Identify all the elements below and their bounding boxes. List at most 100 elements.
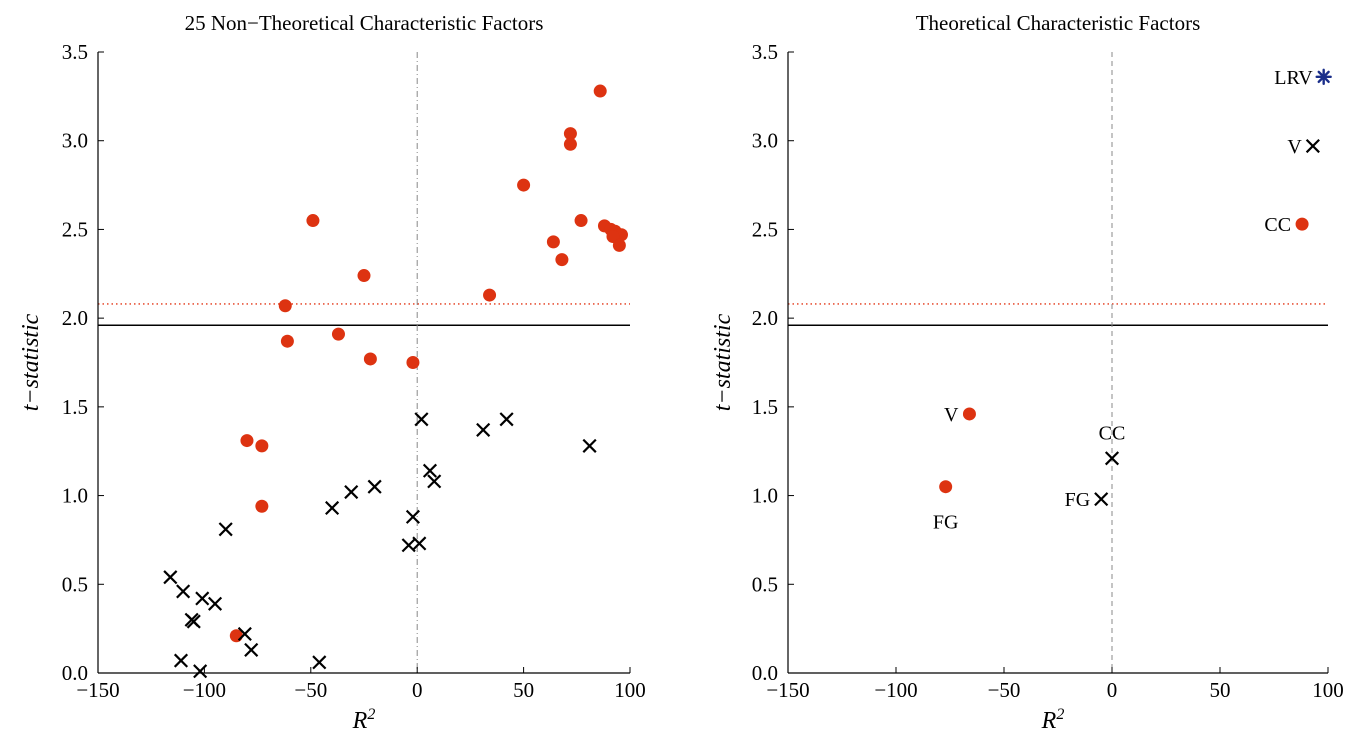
circle-point <box>280 334 294 348</box>
x-tick-label: −150 <box>76 678 119 702</box>
right-chart: Theoretical Characteristic Factors −150 −1… <box>710 11 1344 734</box>
cross-point <box>325 500 340 516</box>
cross-point <box>244 642 259 657</box>
cross-stroke <box>412 536 427 551</box>
cross-stroke <box>476 422 491 437</box>
cross-stroke <box>244 642 259 657</box>
circle-point <box>483 288 497 302</box>
circle-point <box>612 238 626 252</box>
cross-stroke <box>312 655 327 670</box>
x-tick-label: −100 <box>183 678 226 702</box>
point-label: V <box>944 404 959 426</box>
cross-stroke <box>1104 451 1120 466</box>
cross-point <box>186 614 201 629</box>
chart-title: 25 Non−Theoretical Characteristic Factor… <box>185 11 544 35</box>
y-tick-label: 0.5 <box>752 572 778 596</box>
x-axis-label-superscript: 2 <box>367 706 375 723</box>
x-tick-label: −50 <box>294 678 327 702</box>
cross-stroke <box>237 626 252 642</box>
cross-point <box>405 509 420 524</box>
cross-point <box>412 536 427 551</box>
cross-stroke <box>401 538 416 553</box>
y-tick-label: 0.5 <box>62 572 88 596</box>
point-label: LRV <box>1274 67 1313 89</box>
circle-point <box>357 269 371 283</box>
cross-point <box>195 591 210 606</box>
cross-stroke <box>1305 138 1320 154</box>
point-label: FG <box>933 512 959 534</box>
star-stroke <box>1317 70 1330 83</box>
circle-point <box>517 178 531 192</box>
cross-stroke <box>173 653 189 668</box>
cross-point <box>176 584 191 599</box>
star-point <box>1315 68 1332 86</box>
y-tick-label: 2.5 <box>752 217 778 241</box>
circle-point <box>278 299 292 313</box>
cross-point <box>499 412 514 427</box>
cross-stroke <box>427 474 442 489</box>
y-axis-label: t−statistic <box>18 313 44 411</box>
y-tick-label: 2.0 <box>752 306 778 330</box>
point-label: CC <box>1264 214 1291 236</box>
y-tick-label: 1.0 <box>752 484 778 508</box>
circle-point <box>240 434 254 448</box>
x-tick-label: 50 <box>1210 678 1231 702</box>
circle-point <box>939 480 953 494</box>
cross-point <box>582 438 597 453</box>
circle-point <box>306 214 320 228</box>
x-tick-label: 0 <box>412 678 423 702</box>
circle-point <box>255 439 269 453</box>
cross-point <box>312 655 327 670</box>
x-tick-label: −150 <box>766 678 809 702</box>
cross-stroke <box>186 614 201 629</box>
cross-point <box>207 596 223 611</box>
circle-point <box>255 499 269 513</box>
y-tick-label: 2.0 <box>62 306 88 330</box>
point-label: CC <box>1099 422 1126 444</box>
y-tick-label: 3.5 <box>62 40 88 64</box>
circle-point <box>546 235 560 249</box>
cross-point <box>367 479 382 494</box>
left-chart: 25 Non−Theoretical Characteristic Factor… <box>18 11 646 734</box>
point-label: V <box>1287 136 1302 158</box>
y-tick-label: 1.5 <box>752 395 778 419</box>
cross-point <box>193 664 208 679</box>
circle-point <box>574 214 588 228</box>
cross-point <box>1305 138 1320 154</box>
cross-stroke <box>163 570 178 585</box>
cross-point <box>344 484 359 500</box>
cross-stroke <box>193 664 208 679</box>
y-axis-label: t−statistic <box>710 313 736 411</box>
x-tick-label: 0 <box>1107 678 1118 702</box>
cross-stroke <box>344 484 359 500</box>
x-tick-label: −100 <box>874 678 917 702</box>
y-tick-label: 1.0 <box>62 484 88 508</box>
cross-stroke <box>499 412 514 427</box>
cross-point <box>476 422 491 437</box>
cross-stroke <box>195 591 210 606</box>
cross-point <box>427 474 442 489</box>
x-tick-label: 50 <box>513 678 534 702</box>
cross-stroke <box>422 463 438 478</box>
circle-point <box>363 352 377 366</box>
x-tick-label: 100 <box>1312 678 1344 702</box>
y-tick-label: 3.0 <box>62 129 88 153</box>
y-tick-label: 2.5 <box>62 217 88 241</box>
cross-point <box>414 412 429 427</box>
cross-point <box>1104 451 1120 466</box>
cross-point <box>163 570 178 585</box>
circle-point <box>406 356 420 369</box>
cross-point <box>422 463 438 478</box>
cross-stroke <box>367 479 382 494</box>
x-axis-label: R2 <box>352 706 376 734</box>
cross-stroke <box>218 522 233 537</box>
cross-stroke <box>414 412 429 427</box>
circle-point <box>962 407 976 421</box>
circle-point <box>563 127 577 141</box>
cross-point <box>1094 492 1109 507</box>
y-tick-label: 0.0 <box>752 661 778 685</box>
circle-point <box>555 253 569 267</box>
cross-stroke <box>1094 492 1109 507</box>
point-label: FG <box>1065 489 1091 511</box>
